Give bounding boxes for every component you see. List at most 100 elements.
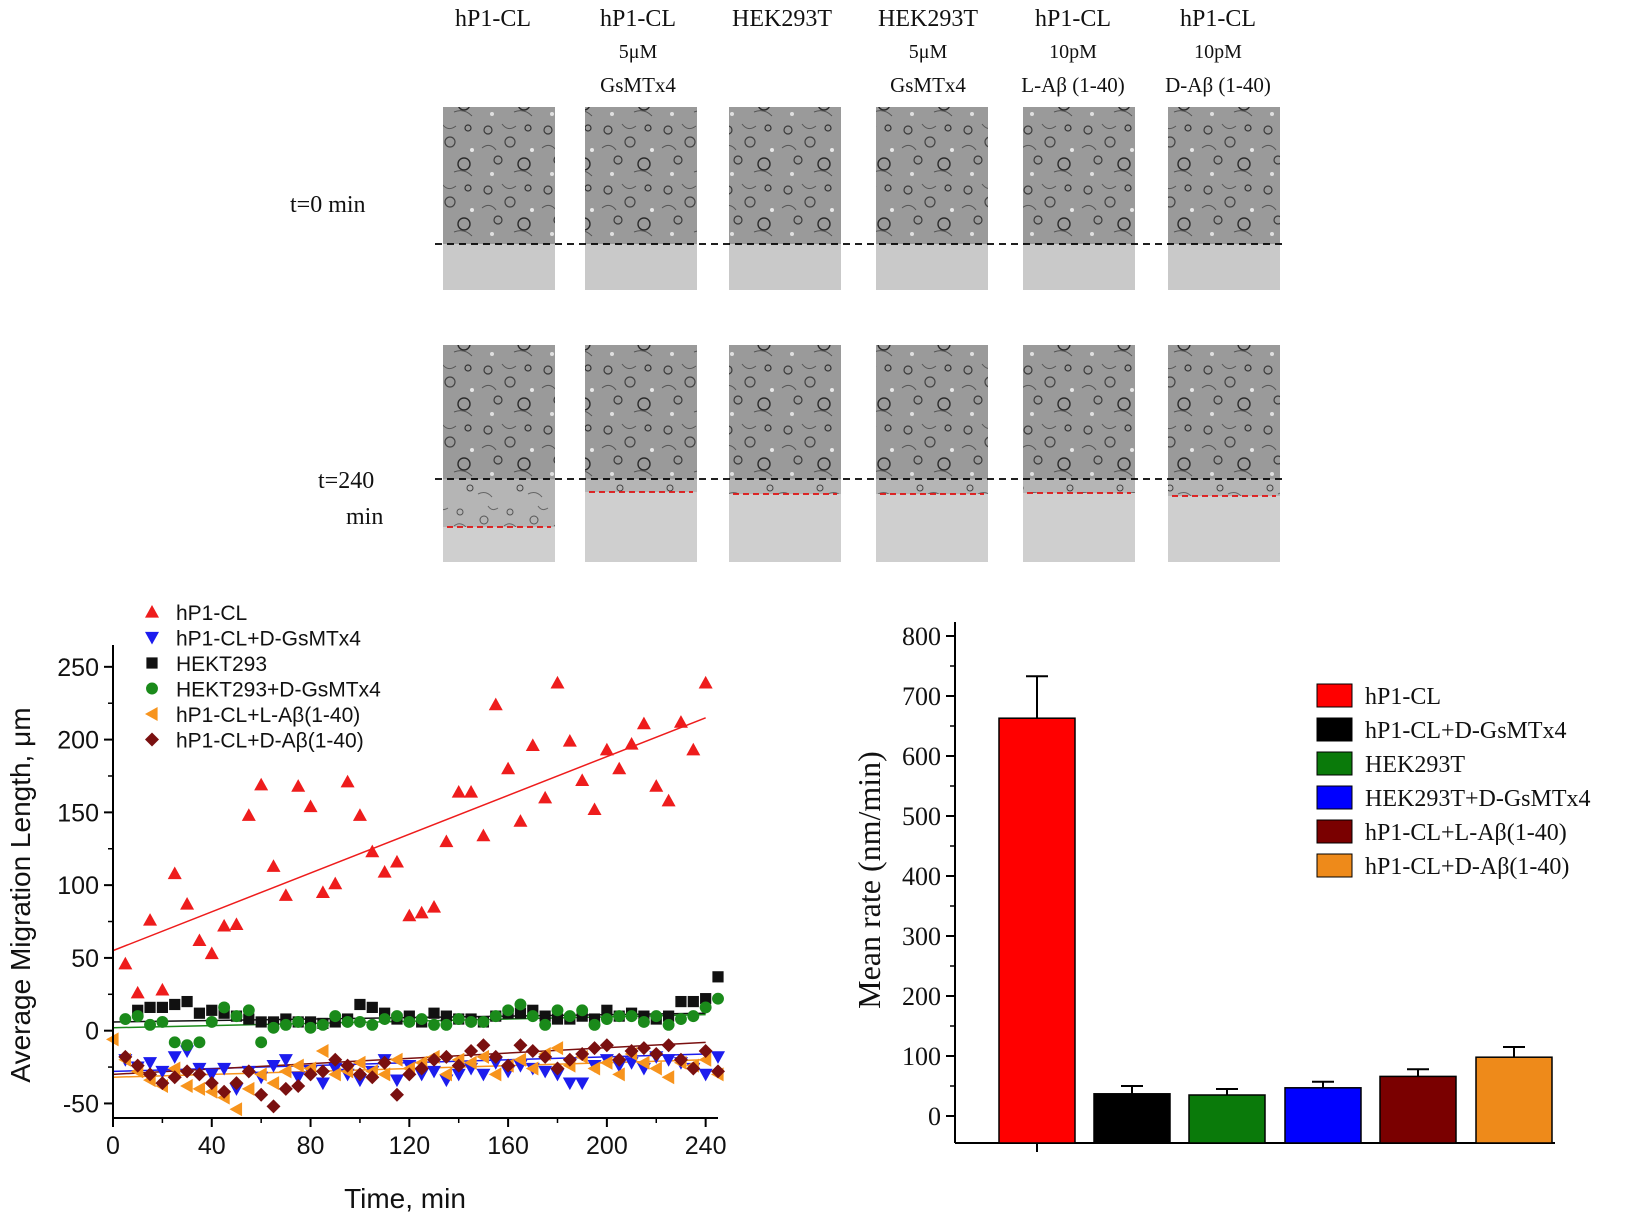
data-point-series-1 [229,917,244,931]
micrograph-t240-migrated-2 [585,479,697,492]
data-point-series-6 [711,1064,725,1079]
bar-legend-swatch-2 [1316,717,1353,742]
data-point-series-5 [192,1081,206,1096]
data-point-series-3 [156,1001,168,1013]
column-label-4-line1: HEK293T [878,6,978,32]
data-point-series-1 [612,761,627,775]
bar-y-tick-label: 100 [902,1042,941,1071]
data-point-series-5 [389,1052,403,1067]
legend-marker-series-5 [145,707,158,721]
data-point-series-1 [624,736,639,750]
bar-y-tick-label: 0 [928,1102,941,1131]
micrograph-t240-gap-6 [1168,496,1280,562]
data-point-series-1 [167,866,182,880]
data-point-series-5 [698,1052,712,1067]
data-point-series-4 [489,1010,502,1023]
data-point-series-4 [205,1015,218,1028]
micrograph-t0-cells-1 [443,107,555,244]
scatter-x-tick-label: 240 [685,1132,727,1160]
data-point-series-3 [206,1004,218,1016]
legend-marker-series-3 [146,657,158,669]
column-label-1-line1: hP1-CL [455,6,531,32]
data-point-series-1 [488,697,503,711]
micrograph-t0-gap-2 [585,244,697,290]
data-point-series-4 [613,1010,626,1023]
data-point-series-1 [389,854,404,868]
data-point-series-2 [451,1068,466,1082]
data-point-series-5 [649,1061,662,1076]
scatter-y-tick-label: 150 [57,799,99,827]
micrograph-t240-gap-1 [443,527,555,562]
bar-legend-swatch-1 [1316,683,1353,708]
data-point-series-3 [181,995,193,1008]
data-point-series-4 [181,1039,194,1052]
data-point-series-5 [488,1067,502,1082]
data-point-series-5 [229,1102,243,1117]
data-point-series-4 [502,1004,515,1017]
data-point-series-2 [155,1065,170,1079]
data-point-series-6 [686,1061,701,1076]
data-point-series-5 [661,1070,675,1085]
data-point-series-2 [204,1068,219,1082]
data-point-series-1 [451,784,466,798]
data-point-series-4 [440,1018,453,1031]
data-point-series-1 [278,888,293,901]
data-point-series-5 [513,1052,527,1067]
data-point-series-5 [167,1061,181,1076]
data-point-series-4 [316,1018,329,1031]
data-point-series-6 [612,1052,627,1067]
bar-y-tick-label: 200 [902,982,941,1011]
bar-legend-label-6: hP1-CL+D-Aβ(1-40) [1365,854,1569,880]
data-point-series-6 [575,1046,590,1061]
data-point-series-4 [119,1013,132,1025]
data-point-series-5 [587,1061,601,1076]
data-point-series-4 [452,1013,465,1025]
data-point-series-6 [402,1067,417,1082]
bar-legend-swatch-5 [1316,819,1353,844]
data-point-series-6 [698,1044,713,1059]
data-point-series-4 [304,1021,317,1034]
data-point-series-1 [414,905,429,919]
bar-legend-swatch-3 [1316,751,1353,776]
data-point-series-6 [488,1049,503,1064]
data-point-series-4 [588,1018,601,1031]
data-point-series-1 [365,844,380,858]
data-point-series-2 [575,1077,590,1091]
data-point-series-6 [352,1067,367,1082]
data-point-series-2 [476,1068,491,1082]
data-point-series-3 [193,1007,206,1019]
micrograph-t0-cells-3 [729,107,841,244]
row-label-t0: t=0 min [290,192,366,218]
data-point-series-2 [562,1077,577,1091]
data-point-series-1 [525,738,540,752]
data-point-series-4 [391,1010,403,1023]
data-point-series-3 [366,1001,378,1013]
data-point-series-1 [587,802,602,816]
data-point-series-6 [340,1058,355,1073]
data-point-series-6 [538,1049,553,1064]
micrograph-t0-gap-6 [1168,244,1280,290]
data-point-series-5 [612,1067,625,1082]
column-label-2-line1: hP1-CL [600,6,676,32]
data-point-series-4 [551,1004,564,1017]
bar-y-axis-label: Mean rate (nm/min) [851,751,887,1009]
data-point-series-6 [599,1038,614,1053]
data-point-series-1 [649,779,664,792]
scatter-x-tick-label: 120 [388,1132,430,1160]
legend-label-series-3: HEKT293 [176,653,267,676]
micrograph-t0-gap-5 [1023,244,1135,290]
data-point-series-4 [662,1018,675,1031]
data-point-series-1 [241,808,256,821]
data-point-series-2 [266,1060,281,1073]
bar-legend-swatch-4 [1316,785,1353,810]
data-point-series-4 [329,1010,342,1023]
bar-y-tick-label: 600 [902,742,941,771]
data-point-series-6 [303,1067,318,1082]
data-point-series-6 [365,1070,380,1085]
data-point-series-2 [143,1057,158,1070]
data-point-series-6 [377,1055,392,1070]
row-label-t240-line1: t=240 [318,468,374,494]
data-point-series-4 [292,1015,305,1028]
data-point-series-2 [315,1077,330,1091]
data-point-series-2 [661,1054,676,1067]
